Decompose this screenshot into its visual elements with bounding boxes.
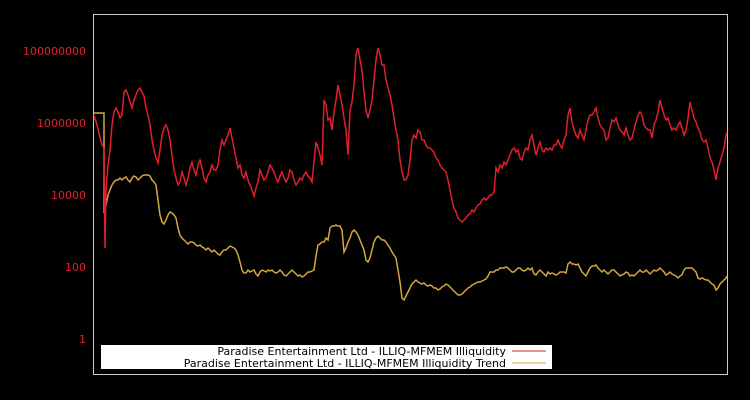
y-tick-label: 1000000	[37, 117, 86, 130]
y-tick-label: 100	[65, 261, 86, 274]
y-tick-label: 1	[79, 333, 86, 346]
illiquidity-line	[93, 47, 728, 249]
legend-label-trend: Paradise Entertainment Ltd - ILLIQ-MFMEM…	[184, 357, 506, 370]
legend-label-illiquidity: Paradise Entertainment Ltd - ILLIQ-MFMEM…	[217, 345, 506, 358]
y-tick-label: 100000000	[23, 45, 86, 58]
plot-frame	[93, 14, 728, 375]
legend: Paradise Entertainment Ltd - ILLIQ-MFMEM…	[101, 345, 552, 370]
illiquidity-trend-line	[94, 112, 728, 302]
y-axis-ticks: 100000000 1000000 10000 100 1	[23, 45, 86, 346]
y-tick-label: 10000	[51, 189, 86, 202]
legend-background	[101, 345, 552, 369]
